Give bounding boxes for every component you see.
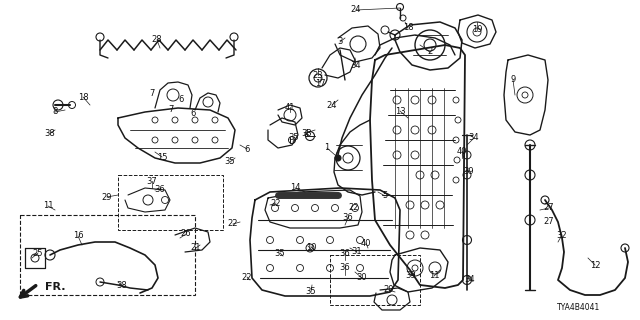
Text: 14: 14 bbox=[290, 183, 300, 193]
Text: 29: 29 bbox=[102, 193, 112, 202]
Text: 6: 6 bbox=[179, 95, 184, 105]
Text: 39: 39 bbox=[464, 167, 474, 177]
Text: 34: 34 bbox=[465, 275, 476, 284]
Text: 33: 33 bbox=[301, 129, 312, 138]
Text: 36: 36 bbox=[155, 185, 165, 194]
Text: 28: 28 bbox=[152, 36, 163, 44]
Text: 27: 27 bbox=[544, 217, 554, 226]
Text: 38: 38 bbox=[45, 129, 56, 138]
Text: 6: 6 bbox=[190, 108, 196, 117]
Text: 15: 15 bbox=[157, 153, 167, 162]
Text: 26: 26 bbox=[180, 229, 191, 238]
Text: 23: 23 bbox=[313, 70, 323, 79]
Text: 16: 16 bbox=[73, 231, 83, 241]
Text: 24: 24 bbox=[327, 100, 337, 109]
Text: 25: 25 bbox=[33, 249, 44, 258]
Text: 22: 22 bbox=[242, 273, 252, 282]
Text: 13: 13 bbox=[395, 107, 405, 116]
Text: 27: 27 bbox=[544, 204, 554, 212]
Text: 36: 36 bbox=[340, 250, 350, 259]
Text: 30: 30 bbox=[356, 274, 367, 283]
Text: 36: 36 bbox=[340, 263, 350, 273]
Text: 2: 2 bbox=[428, 47, 433, 57]
Bar bbox=[330, 255, 420, 305]
Bar bbox=[118, 175, 223, 230]
Text: 35: 35 bbox=[306, 287, 316, 297]
Text: 11: 11 bbox=[43, 202, 53, 211]
Bar bbox=[20, 215, 195, 295]
Text: 6: 6 bbox=[244, 145, 250, 154]
Text: 5: 5 bbox=[382, 191, 388, 201]
Text: 7: 7 bbox=[168, 105, 173, 114]
Text: 4: 4 bbox=[303, 129, 308, 138]
Text: 32: 32 bbox=[557, 230, 567, 239]
Text: 40: 40 bbox=[457, 147, 467, 156]
Text: 10: 10 bbox=[306, 243, 316, 252]
Text: 7: 7 bbox=[149, 90, 155, 99]
Text: 22: 22 bbox=[228, 220, 238, 228]
Text: 41: 41 bbox=[285, 102, 295, 111]
Text: TYA4B4041: TYA4B4041 bbox=[557, 303, 600, 312]
Text: 40: 40 bbox=[361, 238, 371, 247]
Text: 8: 8 bbox=[52, 108, 58, 116]
Text: 39: 39 bbox=[406, 271, 416, 281]
Text: 31: 31 bbox=[352, 247, 362, 257]
Text: 37: 37 bbox=[147, 177, 157, 186]
Text: 22: 22 bbox=[271, 198, 281, 207]
Text: 3: 3 bbox=[337, 37, 342, 46]
Text: 35: 35 bbox=[289, 133, 300, 142]
Text: 18: 18 bbox=[403, 23, 413, 33]
Text: 34: 34 bbox=[468, 133, 479, 142]
Text: 18: 18 bbox=[77, 92, 88, 101]
Text: 21: 21 bbox=[191, 244, 201, 252]
Text: 34: 34 bbox=[351, 61, 362, 70]
Text: FR.: FR. bbox=[45, 282, 65, 292]
Text: 17: 17 bbox=[315, 78, 325, 87]
Text: 38: 38 bbox=[116, 281, 127, 290]
Circle shape bbox=[335, 155, 341, 161]
Text: 22: 22 bbox=[349, 204, 359, 212]
Text: 11: 11 bbox=[429, 271, 439, 281]
Text: 9: 9 bbox=[510, 76, 516, 84]
Text: 24: 24 bbox=[351, 5, 361, 14]
Text: 35: 35 bbox=[275, 249, 285, 258]
Text: 35: 35 bbox=[225, 157, 236, 166]
Text: 1: 1 bbox=[324, 143, 330, 153]
Text: 19: 19 bbox=[472, 26, 483, 35]
Text: 20: 20 bbox=[384, 285, 394, 294]
Text: 12: 12 bbox=[589, 260, 600, 269]
Text: 36: 36 bbox=[342, 213, 353, 222]
